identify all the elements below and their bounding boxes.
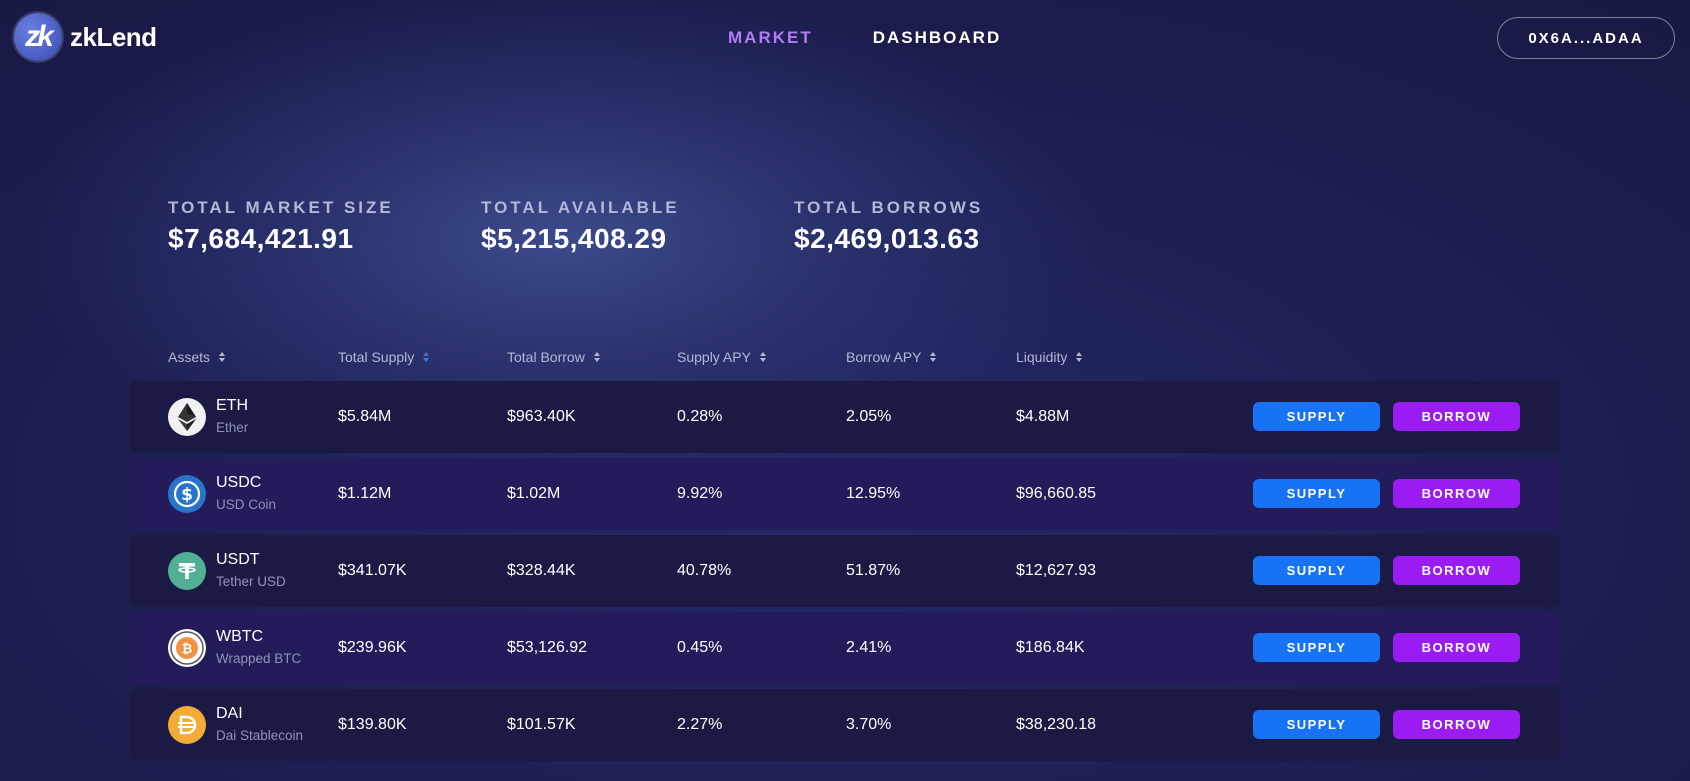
total-supply-cell: $1.12M [338,485,392,502]
supply-button[interactable]: SUPPLY [1253,710,1380,739]
column-header-borrow-apy[interactable]: Borrow APY [846,349,937,365]
supply-apy-cell: 40.78% [677,562,732,579]
asset-symbol: ETH [216,397,248,414]
svg-text:₿: ₿ [182,642,193,657]
borrow-apy-cell: 2.41% [846,639,892,656]
borrow-button[interactable]: BORROW [1393,556,1520,585]
asset-symbol: USDT [216,551,260,568]
stat-label: TOTAL MARKET SIZE [168,198,394,217]
eth-icon [168,398,206,436]
total-borrow-cell: $963.40K [507,408,576,425]
borrow-button[interactable]: BORROW [1393,402,1520,431]
stat-label: TOTAL BORROWS [794,198,984,217]
stat-total-market-size: TOTAL MARKET SIZE $7,684,421.91 [168,198,394,255]
supply-apy-cell: 2.27% [677,716,723,733]
usdc-icon: $ [168,475,206,513]
zklend-logo-icon: zk [14,13,62,61]
asset-symbol: WBTC [216,628,264,645]
asset-symbol: DAI [216,705,243,722]
column-header-liquidity[interactable]: Liquidity [1016,349,1083,365]
liquidity-cell: $12,627.93 [1016,562,1097,579]
total-supply-cell: $239.96K [338,639,407,656]
total-borrow-cell: $53,126.92 [507,639,588,656]
nav-market[interactable]: MARKET [728,28,813,47]
asset-cell: DAI Dai Stablecoin [168,689,303,761]
liquidity-cell: $186.84K [1016,639,1085,656]
supply-button[interactable]: SUPPLY [1253,479,1380,508]
table-row[interactable]: USDT Tether USD $341.07K $328.44K 40.78%… [130,535,1560,607]
borrow-button[interactable]: BORROW [1393,710,1520,739]
total-supply-cell: $139.80K [338,716,407,733]
usdt-icon [168,552,206,590]
total-borrow-cell: $328.44K [507,562,576,579]
stat-value: $2,469,013.63 [794,223,980,254]
borrow-apy-cell: 3.70% [846,716,892,733]
sort-icon [759,352,766,362]
liquidity-cell: $96,660.85 [1016,485,1097,502]
borrow-apy-cell: 2.05% [846,408,892,425]
asset-cell: $ USDC USD Coin [168,458,276,530]
borrow-button[interactable]: BORROW [1393,633,1520,662]
asset-symbol: USDC [216,474,262,491]
supply-button[interactable]: SUPPLY [1253,556,1380,585]
stat-label: TOTAL AVAILABLE [481,198,680,217]
column-header-total-supply[interactable]: Total Supply [338,349,430,365]
dai-icon [168,706,206,744]
table-header: Assets Total Supply Total Borrow Supply … [0,349,1690,369]
column-header-supply-apy[interactable]: Supply APY [677,349,766,365]
asset-name: Wrapped BTC [216,651,302,666]
asset-cell: USDT Tether USD [168,535,286,607]
top-header: zk zkLend MARKET DASHBOARD 0X6A...ADAA [0,0,1690,80]
logo[interactable]: zk zkLend [14,13,157,61]
nav-dashboard[interactable]: DASHBOARD [872,28,1002,47]
asset-name: Dai Stablecoin [216,728,304,743]
borrow-button[interactable]: BORROW [1393,479,1520,508]
total-supply-cell: $341.07K [338,562,407,579]
logo-text: zkLend [70,21,157,52]
sort-icon [930,352,937,362]
supply-button[interactable]: SUPPLY [1253,633,1380,662]
asset-cell: ETH Ether [168,381,248,453]
table-row[interactable]: DAI Dai Stablecoin $139.80K $101.57K 2.2… [130,689,1560,761]
stat-total-available: TOTAL AVAILABLE $5,215,408.29 [481,198,680,255]
supply-button[interactable]: SUPPLY [1253,402,1380,431]
sort-icon [593,352,600,362]
sort-icon [219,352,226,362]
borrow-apy-cell: 51.87% [846,562,901,579]
wbtc-icon: ₿ [168,629,206,667]
supply-apy-cell: 0.28% [677,408,723,425]
supply-apy-cell: 0.45% [677,639,723,656]
svg-text:$: $ [181,485,193,505]
sort-active-icon [423,352,430,362]
asset-name: Tether USD [216,574,286,589]
stat-value: $7,684,421.91 [168,223,354,254]
total-borrow-cell: $101.57K [507,716,576,733]
borrow-apy-cell: 12.95% [846,485,901,502]
liquidity-cell: $4.88M [1016,408,1070,425]
asset-name: Ether [216,420,249,435]
column-header-total-borrow[interactable]: Total Borrow [507,349,600,365]
wallet-address-button[interactable]: 0X6A...ADAA [1497,17,1675,59]
stat-total-borrows: TOTAL BORROWS $2,469,013.63 [794,198,983,255]
sort-icon [1076,352,1083,362]
total-supply-cell: $5.84M [338,408,392,425]
main-nav: MARKET DASHBOARD [728,28,1001,48]
stat-value: $5,215,408.29 [481,223,667,254]
asset-cell: ₿ WBTC Wrapped BTC [168,612,301,684]
table-row[interactable]: ETH Ether $5.84M $963.40K 0.28% 2.05% $4… [130,381,1560,453]
supply-apy-cell: 9.92% [677,485,723,502]
asset-name: USD Coin [216,497,277,512]
liquidity-cell: $38,230.18 [1016,716,1097,733]
column-header-assets[interactable]: Assets [168,349,226,365]
total-borrow-cell: $1.02M [507,485,561,502]
table-row[interactable]: $ USDC USD Coin $1.12M $1.02M 9.92% 12.9… [130,458,1560,530]
table-row[interactable]: ₿ WBTC Wrapped BTC $239.96K $53,126.92 0… [130,612,1560,684]
